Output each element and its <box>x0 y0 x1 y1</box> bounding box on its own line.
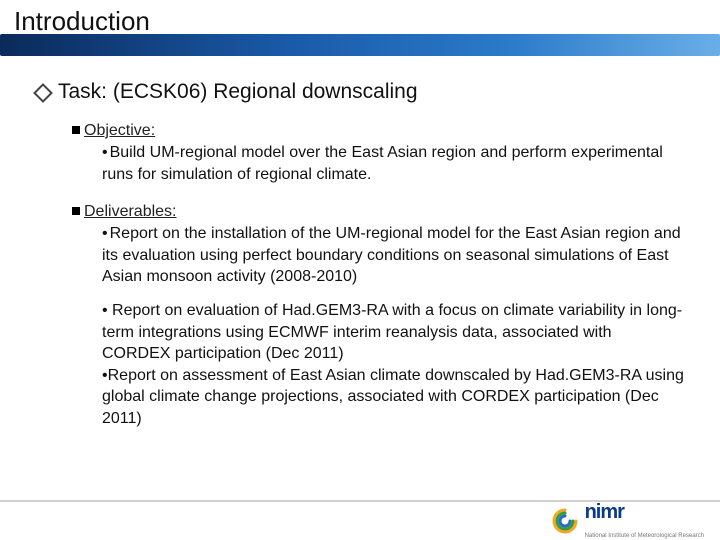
objective-body: •Build UM-regional model over the East A… <box>102 142 684 185</box>
deliverables-heading-text: Deliverables: <box>84 203 176 220</box>
title-gradient <box>0 34 720 56</box>
diamond-bullet-icon <box>33 83 53 103</box>
logo-text-wrap: nimr National Institute of Meteorologica… <box>585 501 704 540</box>
slide-title: Introduction <box>14 6 150 37</box>
logo-text: nimr <box>585 501 624 523</box>
deliverables-body-1: •Report on the installation of the UM-re… <box>102 223 684 288</box>
deliverable-item-3-row: •Report on assessment of East Asian clim… <box>102 365 684 430</box>
objective-heading-text: Objective: <box>84 122 155 139</box>
dot-bullet-icon: • <box>102 225 108 242</box>
logo-subtext: National Institute of Meteorological Res… <box>585 533 704 539</box>
logo: nimr National Institute of Meteorologica… <box>551 501 704 540</box>
deliverable-item-3: Report on assessment of East Asian clima… <box>102 367 684 427</box>
content: Task: (ECSK06) Regional downscaling Obje… <box>0 56 720 430</box>
footer: nimr National Institute of Meteorologica… <box>0 500 720 540</box>
objective-item-1: Build UM-regional model over the East As… <box>102 144 663 183</box>
square-bullet-icon <box>72 126 80 134</box>
title-bar: Introduction <box>0 0 720 56</box>
dot-bullet-icon: • <box>102 302 112 319</box>
deliverables-block-2: • Report on evaluation of Had.GEM3-RA wi… <box>102 300 684 430</box>
square-bullet-icon <box>72 207 80 215</box>
deliverable-item-2-row: • Report on evaluation of Had.GEM3-RA wi… <box>102 300 684 365</box>
objective-heading: Objective: <box>72 122 684 140</box>
task-label: Task: (ECSK06) Regional downscaling <box>58 80 418 104</box>
slide: Introduction Task: (ECSK06) Regional dow… <box>0 0 720 540</box>
deliverable-item-2: Report on evaluation of Had.GEM3-RA with… <box>102 302 682 362</box>
task-row: Task: (ECSK06) Regional downscaling <box>36 80 684 104</box>
objective-section: Objective: •Build UM-regional model over… <box>72 122 684 185</box>
logo-swirl-icon <box>551 507 579 535</box>
dot-bullet-icon: • <box>102 144 108 161</box>
deliverable-item-1: Report on the installation of the UM-reg… <box>102 225 681 285</box>
deliverables-section: Deliverables: •Report on the installatio… <box>72 203 684 288</box>
deliverables-heading: Deliverables: <box>72 203 684 221</box>
